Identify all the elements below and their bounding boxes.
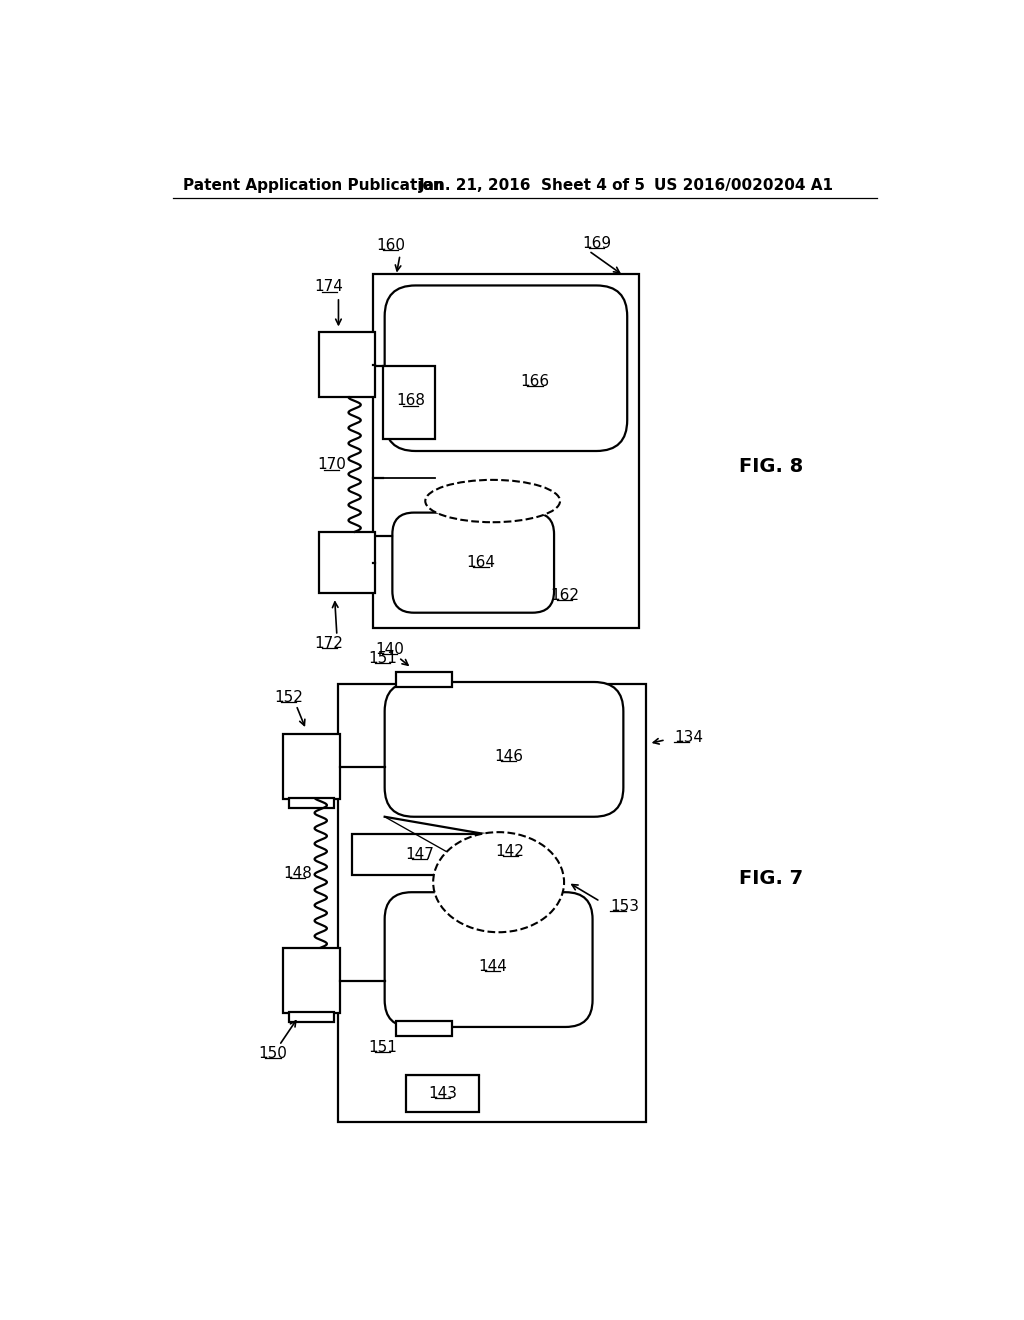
Bar <box>283 948 340 1014</box>
Text: 151: 151 <box>368 651 396 665</box>
Bar <box>396 1020 453 1036</box>
FancyBboxPatch shape <box>385 892 593 1027</box>
Text: 140: 140 <box>375 642 403 657</box>
Bar <box>319 331 375 397</box>
Text: 146: 146 <box>495 748 523 763</box>
Text: 150: 150 <box>259 1045 288 1061</box>
Bar <box>289 1012 334 1022</box>
Text: 162: 162 <box>550 589 579 603</box>
Text: 148: 148 <box>284 866 312 882</box>
Text: FIG. 7: FIG. 7 <box>739 869 803 888</box>
Bar <box>289 799 334 808</box>
Text: 166: 166 <box>520 374 550 389</box>
Text: 169: 169 <box>582 235 611 251</box>
Bar <box>352 834 487 875</box>
Bar <box>283 734 340 799</box>
Ellipse shape <box>433 832 564 932</box>
Text: 147: 147 <box>404 847 434 862</box>
Bar <box>373 275 639 628</box>
Text: FIG. 8: FIG. 8 <box>739 457 803 477</box>
Text: 134: 134 <box>674 730 703 744</box>
Text: 142: 142 <box>496 843 524 858</box>
Text: 143: 143 <box>428 1085 457 1101</box>
Text: 164: 164 <box>466 556 496 570</box>
Text: 174: 174 <box>314 280 344 294</box>
Text: 151: 151 <box>368 1040 396 1055</box>
Bar <box>319 532 375 594</box>
Text: 172: 172 <box>314 636 344 651</box>
Ellipse shape <box>425 480 560 523</box>
Text: Jan. 21, 2016  Sheet 4 of 5: Jan. 21, 2016 Sheet 4 of 5 <box>419 178 646 193</box>
Text: 144: 144 <box>478 958 507 974</box>
Bar <box>396 672 453 688</box>
Bar <box>339 684 646 1122</box>
Text: 153: 153 <box>610 899 639 915</box>
Bar <box>407 1074 479 1111</box>
FancyBboxPatch shape <box>385 285 628 451</box>
Text: 170: 170 <box>317 457 346 473</box>
Text: 160: 160 <box>377 238 406 253</box>
Text: 168: 168 <box>396 393 425 408</box>
Text: Patent Application Publication: Patent Application Publication <box>183 178 443 193</box>
Bar <box>383 366 435 438</box>
FancyBboxPatch shape <box>392 512 554 612</box>
FancyBboxPatch shape <box>385 682 624 817</box>
Text: 152: 152 <box>274 690 303 705</box>
Text: US 2016/0020204 A1: US 2016/0020204 A1 <box>654 178 834 193</box>
